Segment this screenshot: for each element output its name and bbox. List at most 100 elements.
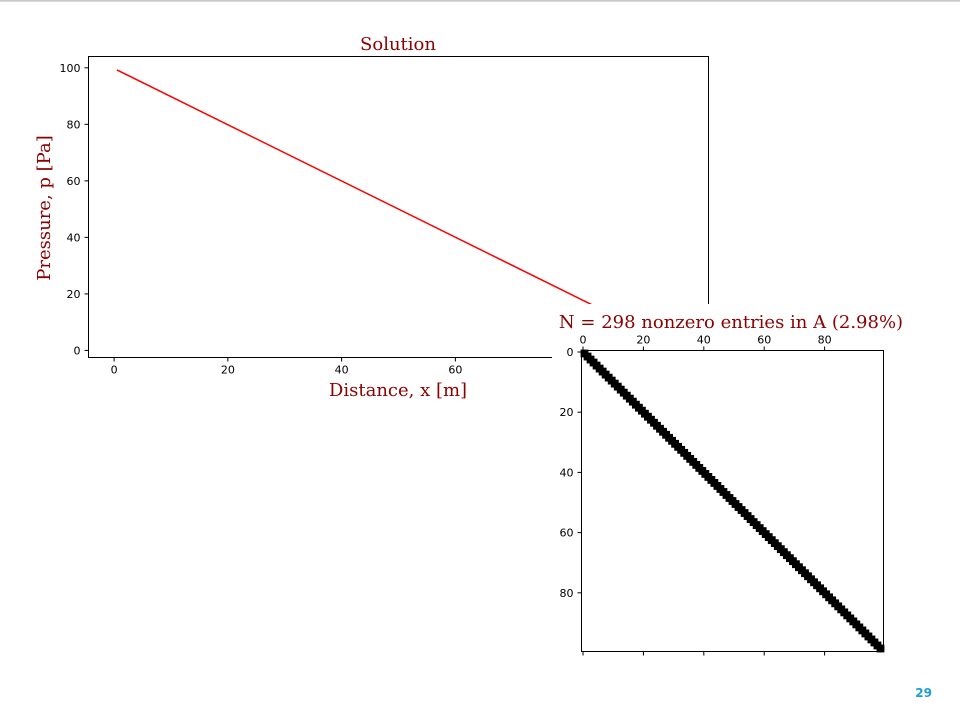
nonzero-entry-marker xyxy=(710,482,716,487)
nonzero-entry-marker xyxy=(831,596,837,602)
sparsity-x-tick-label: 60 xyxy=(757,334,771,347)
nonzero-entry-marker xyxy=(644,412,649,418)
nonzero-entry-marker xyxy=(728,497,734,502)
nonzero-entry-marker xyxy=(653,424,658,430)
y-tick-label: 60 xyxy=(67,175,81,188)
nonzero-entry-marker xyxy=(589,355,595,361)
nonzero-entry-marker xyxy=(767,539,773,545)
nonzero-entry-marker xyxy=(701,467,707,472)
sparsity-figure-background xyxy=(552,304,912,664)
y-tick-label: 40 xyxy=(67,231,81,244)
y-tick-label: 0 xyxy=(74,344,81,357)
sparsity-x-ticks: 0 20 40 60 80 xyxy=(580,334,832,656)
nonzero-entry-marker xyxy=(816,584,821,590)
nonzero-entry-marker xyxy=(592,364,598,370)
nonzero-entry-marker xyxy=(761,527,767,532)
nonzero-entry-marker xyxy=(740,512,746,517)
nonzero-entry-marker xyxy=(586,355,592,361)
nonzero-entry-marker xyxy=(613,385,619,391)
nonzero-entry-marker xyxy=(816,587,821,593)
nonzero-entry-marker xyxy=(873,644,879,650)
nonzero-entry-marker xyxy=(788,554,794,560)
nonzero-entry-marker xyxy=(586,352,592,358)
nonzero-entry-marker xyxy=(731,503,737,508)
sparsity-cells-group xyxy=(580,349,885,653)
sparsity-y-tick-label: 80 xyxy=(560,587,574,600)
nonzero-entry-marker xyxy=(740,509,746,514)
nonzero-entry-marker xyxy=(728,494,734,499)
nonzero-entry-marker xyxy=(834,599,840,605)
solution-chart-title: Solution xyxy=(360,34,436,55)
sparsity-plot-frame xyxy=(581,350,884,652)
nonzero-entry-marker xyxy=(840,611,846,617)
nonzero-entry-marker xyxy=(740,506,746,511)
nonzero-entry-marker xyxy=(713,479,719,484)
page-number: 29 xyxy=(915,686,932,700)
nonzero-entry-marker xyxy=(743,515,749,520)
nonzero-entry-marker xyxy=(834,602,840,608)
nonzero-entry-marker xyxy=(701,473,707,478)
nonzero-entry-marker xyxy=(659,430,664,436)
nonzero-entry-marker xyxy=(792,557,797,563)
nonzero-entry-marker xyxy=(798,569,803,575)
nonzero-entry-marker xyxy=(876,641,882,647)
nonzero-entry-marker xyxy=(828,599,834,605)
nonzero-entry-marker xyxy=(873,641,879,647)
nonzero-entry-marker xyxy=(680,451,686,457)
nonzero-entry-marker xyxy=(858,623,864,629)
sparsity-x-tick-label: 80 xyxy=(818,334,832,347)
nonzero-entry-marker xyxy=(677,442,683,448)
nonzero-entry-marker xyxy=(864,629,870,635)
nonzero-entry-marker xyxy=(782,548,788,554)
nonzero-entry-marker xyxy=(785,551,791,557)
nonzero-entry-marker xyxy=(641,406,646,412)
nonzero-entry-marker xyxy=(831,599,837,605)
nonzero-entry-marker xyxy=(686,451,692,457)
nonzero-entry-marker xyxy=(656,424,661,430)
nonzero-entry-marker xyxy=(822,593,828,599)
nonzero-entry-marker xyxy=(755,521,761,526)
nonzero-entry-marker xyxy=(653,418,658,424)
nonzero-entry-marker xyxy=(625,394,631,400)
nonzero-entry-marker xyxy=(870,635,876,641)
nonzero-entry-marker xyxy=(758,530,764,536)
nonzero-entry-marker xyxy=(631,397,637,403)
nonzero-entry-marker xyxy=(641,412,646,418)
nonzero-entry-marker xyxy=(752,521,758,526)
nonzero-entry-marker xyxy=(734,506,740,511)
nonzero-entry-marker xyxy=(855,623,861,629)
nonzero-entry-marker xyxy=(813,581,818,587)
nonzero-entry-marker xyxy=(788,557,794,563)
nonzero-entry-marker xyxy=(792,563,797,569)
nonzero-entry-marker xyxy=(837,605,843,611)
nonzero-entry-marker xyxy=(710,479,716,484)
nonzero-entry-marker xyxy=(770,536,776,542)
nonzero-entry-marker xyxy=(825,593,831,599)
pressure-line-series xyxy=(116,69,681,349)
nonzero-entry-marker xyxy=(764,530,770,536)
nonzero-entry-marker xyxy=(622,391,628,397)
nonzero-entry-marker xyxy=(813,584,818,590)
nonzero-entry-marker xyxy=(634,400,640,406)
nonzero-entry-marker xyxy=(644,409,649,415)
nonzero-entry-marker xyxy=(773,542,779,548)
nonzero-entry-marker xyxy=(770,539,776,545)
nonzero-entry-marker xyxy=(616,382,622,388)
nonzero-entry-marker xyxy=(647,418,652,424)
nonzero-entry-marker xyxy=(622,394,628,400)
nonzero-entry-marker xyxy=(707,479,713,484)
nonzero-entry-marker xyxy=(692,460,698,466)
nonzero-entry-marker xyxy=(662,427,667,433)
nonzero-entry-marker xyxy=(807,578,812,584)
nonzero-entry-marker xyxy=(804,572,809,578)
nonzero-entry-marker xyxy=(725,494,731,499)
nonzero-entry-marker xyxy=(650,418,655,424)
nonzero-entry-marker xyxy=(604,376,610,382)
nonzero-entry-marker xyxy=(625,397,631,403)
solution-plot-frame xyxy=(88,56,709,358)
nonzero-entry-marker xyxy=(779,551,785,557)
nonzero-entry-marker xyxy=(628,397,634,403)
nonzero-entry-marker xyxy=(647,415,652,421)
x-tick-label: 40 xyxy=(335,364,349,377)
nonzero-entry-marker xyxy=(586,358,592,364)
